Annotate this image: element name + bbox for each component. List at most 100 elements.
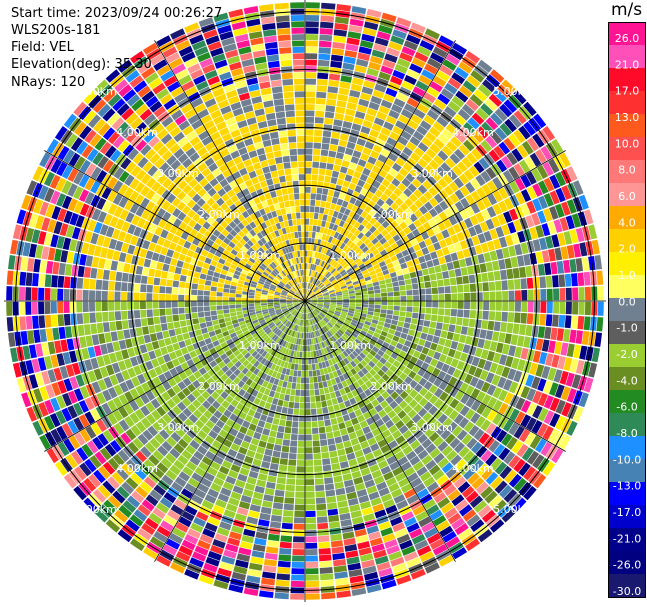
range-gate (336, 369, 343, 377)
range-gate (456, 276, 463, 285)
range-gate (74, 156, 86, 170)
range-gate (222, 439, 233, 448)
range-gate (545, 353, 554, 367)
range-gate (369, 339, 377, 346)
range-gate (489, 69, 505, 83)
range-gate (558, 274, 566, 287)
range-gate (477, 338, 485, 349)
range-gate (496, 159, 508, 173)
range-gate (547, 367, 557, 381)
range-gate (294, 318, 299, 325)
range-gate (57, 380, 67, 394)
range-gate (238, 411, 247, 420)
range-gate (231, 277, 239, 283)
range-gate (306, 307, 309, 313)
range-gate (197, 217, 206, 226)
range-gate (197, 445, 208, 456)
range-gate (476, 199, 486, 211)
range-gate (98, 122, 111, 137)
range-gate (283, 374, 289, 382)
range-gate (193, 516, 206, 528)
range-gate (124, 233, 133, 244)
range-gate (312, 286, 317, 292)
range-gate (249, 365, 257, 373)
range-gate (339, 283, 347, 288)
range-gate (177, 190, 187, 201)
range-gate (246, 575, 261, 584)
range-gate (279, 393, 285, 401)
range-gate (187, 403, 197, 413)
range-gate (359, 352, 366, 359)
range-gate (198, 278, 206, 285)
range-gate (512, 323, 520, 335)
range-gate (533, 113, 547, 129)
range-gate (22, 345, 31, 360)
range-gate (358, 318, 365, 324)
range-gate (316, 330, 321, 337)
range-gate (416, 173, 426, 184)
range-gate (260, 365, 267, 373)
range-gate (92, 436, 104, 450)
range-gate (325, 282, 332, 288)
range-gate (488, 495, 503, 509)
range-gate (242, 420, 251, 429)
range-gate (433, 452, 445, 464)
range-gate (232, 322, 240, 328)
range-gate (486, 384, 497, 396)
range-gate (332, 253, 339, 260)
range-gate (386, 47, 400, 57)
range-gate (392, 335, 400, 342)
range-gate (38, 402, 49, 417)
range-gate (310, 351, 314, 358)
range-gate (499, 122, 512, 137)
range-gate (142, 267, 150, 276)
range-gate (501, 224, 511, 236)
range-gate (539, 276, 547, 289)
range-gate (399, 539, 413, 550)
range-gate (309, 325, 312, 332)
range-gate (518, 266, 527, 278)
range-gate (305, 250, 308, 257)
range-gate (251, 341, 258, 348)
range-gate (169, 225, 178, 235)
range-gate (364, 141, 375, 150)
range-gate (294, 293, 300, 298)
range-gate (196, 207, 206, 217)
range-gate (359, 253, 367, 260)
range-gate (416, 418, 426, 429)
range-gate (216, 292, 223, 297)
range-gate (284, 286, 290, 291)
range-gate (147, 165, 158, 177)
range-gate (224, 216, 233, 225)
range-gate (500, 269, 508, 280)
range-gate (546, 301, 553, 314)
range-gate (309, 305, 315, 310)
range-gate (240, 272, 247, 278)
range-gate (468, 274, 476, 284)
range-gate (366, 176, 375, 185)
range-gate (191, 283, 198, 290)
range-gate (444, 157, 456, 169)
range-gate (394, 296, 401, 301)
range-gate (178, 307, 185, 314)
range-gate (273, 378, 280, 386)
range-gate (310, 263, 313, 270)
range-gate (170, 562, 186, 574)
range-gate (274, 319, 281, 325)
range-gate (142, 326, 150, 335)
range-gate (267, 369, 274, 377)
range-gate (391, 147, 402, 157)
range-gate (344, 265, 351, 271)
range-gate (259, 265, 266, 271)
range-gate (409, 237, 418, 246)
range-gate (283, 361, 289, 369)
range-gate (409, 424, 420, 434)
range-gate (476, 187, 487, 199)
range-gate (402, 429, 413, 440)
range-gate (348, 182, 357, 191)
range-gate (107, 190, 118, 203)
range-gate (441, 128, 454, 140)
range-gate (142, 240, 151, 250)
range-gate (316, 510, 327, 517)
range-gate (578, 194, 589, 210)
